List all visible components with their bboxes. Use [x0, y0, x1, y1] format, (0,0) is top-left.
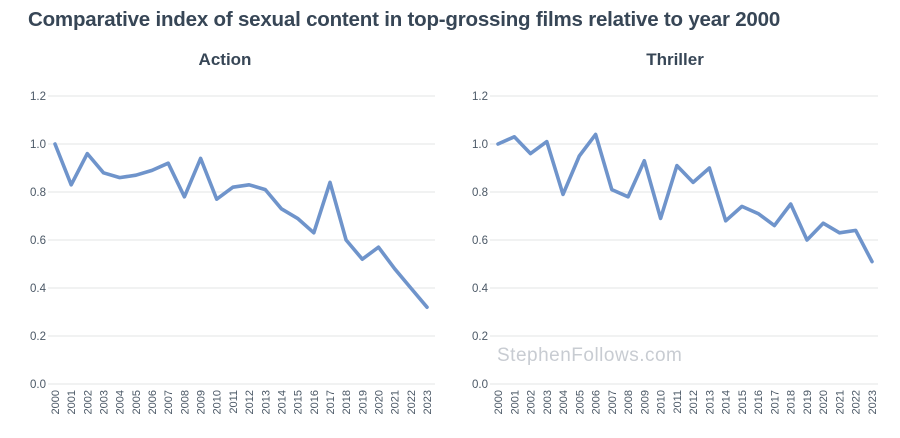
data-line: [496, 132, 874, 264]
x-tick-label: 2010: [656, 390, 668, 414]
x-tick-label: 2004: [558, 390, 570, 414]
x-tick-label: 2012: [244, 390, 256, 414]
y-tick-label: 1.0: [472, 139, 488, 151]
y-tick-label: 1.2: [472, 91, 488, 103]
x-tick-label: 2018: [786, 390, 798, 414]
y-tick-label: 0.2: [472, 331, 488, 343]
x-tick-label: 2002: [82, 390, 94, 414]
x-tick-label: 2008: [179, 390, 191, 414]
x-tick-label: 2013: [260, 390, 272, 414]
page-title: Comparative index of sexual content in t…: [28, 8, 781, 31]
x-tick-label: 2008: [623, 390, 635, 414]
x-tick-label: 2015: [737, 390, 749, 414]
x-tick-label: 2009: [639, 390, 651, 414]
y-tick-label: 0.0: [30, 379, 46, 391]
x-tick-label: 2020: [373, 390, 385, 414]
x-tick-label: 2013: [704, 390, 716, 414]
x-tick-label: 2003: [542, 390, 554, 414]
x-tick-label: 2007: [163, 390, 175, 414]
action-line-chart: 0.0 0.2 0.4 0.6 0.8 1.0 1.2 2000 2001 2002 2003 200…: [30, 91, 435, 414]
x-tick-label: 2000: [50, 390, 62, 414]
x-tick-label: 2014: [276, 390, 288, 414]
chart-title-thriller: Thriller: [646, 50, 704, 69]
x-tick-label: 2006: [147, 390, 159, 414]
y-tick-label: 0.2: [30, 331, 46, 343]
x-tick-label: 2018: [341, 390, 353, 414]
y-tick-label: 0.8: [30, 187, 46, 199]
data-line: [53, 142, 429, 309]
x-tick-label: 2019: [802, 390, 814, 414]
x-tick-label: 2001: [66, 390, 78, 414]
x-tick-label: 2016: [309, 390, 321, 414]
x-tick-label: 2016: [753, 390, 765, 414]
x-tick-label: 2020: [818, 390, 830, 414]
y-tick-label: 0.6: [30, 235, 46, 247]
x-tick-label: 2004: [115, 390, 127, 414]
x-tick-label: 2021: [834, 390, 846, 414]
x-tick-label: 2006: [591, 390, 603, 414]
x-tick-label: 2023: [867, 390, 879, 414]
x-tick-label: 2014: [721, 390, 733, 414]
x-tick-label: 2010: [212, 390, 224, 414]
y-tick-label: 0.4: [30, 283, 47, 295]
x-tick-label: 2012: [688, 390, 700, 414]
y-tick-label: 1.2: [30, 91, 46, 103]
x-tick-label: 2011: [228, 390, 240, 414]
x-tick-label: 2009: [196, 390, 208, 414]
x-tick-label: 2017: [769, 390, 781, 414]
x-tick-label: 2011: [672, 390, 684, 414]
x-tick-label: 2005: [131, 390, 143, 414]
x-tick-label: 2023: [422, 390, 434, 414]
thriller-line-chart: 0.0 0.2 0.4 0.6 0.8 1.0 1.2 2000 2001 2002 2003 200…: [472, 91, 879, 414]
x-tick-label: 2021: [390, 390, 402, 414]
x-tick-label: 2000: [493, 390, 505, 414]
x-tick-label: 2007: [607, 390, 619, 414]
x-tick-label: 2015: [293, 390, 305, 414]
x-tick-label: 2002: [526, 390, 538, 414]
y-tick-label: 1.0: [30, 139, 46, 151]
x-tick-label: 2019: [357, 390, 369, 414]
x-tick-label: 2005: [574, 390, 586, 414]
y-tick-label: 0.6: [472, 235, 488, 247]
x-tick-label: 2022: [851, 390, 863, 414]
y-tick-label: 0.8: [472, 187, 488, 199]
chart-title-action: Action: [198, 50, 252, 69]
x-tick-label: 2001: [509, 390, 521, 414]
y-tick-label: 0.0: [472, 379, 488, 391]
x-tick-label: 2017: [325, 390, 337, 414]
y-tick-label: 0.4: [472, 283, 489, 295]
x-tick-label: 2022: [406, 390, 418, 414]
x-tick-label: 2003: [99, 390, 111, 414]
